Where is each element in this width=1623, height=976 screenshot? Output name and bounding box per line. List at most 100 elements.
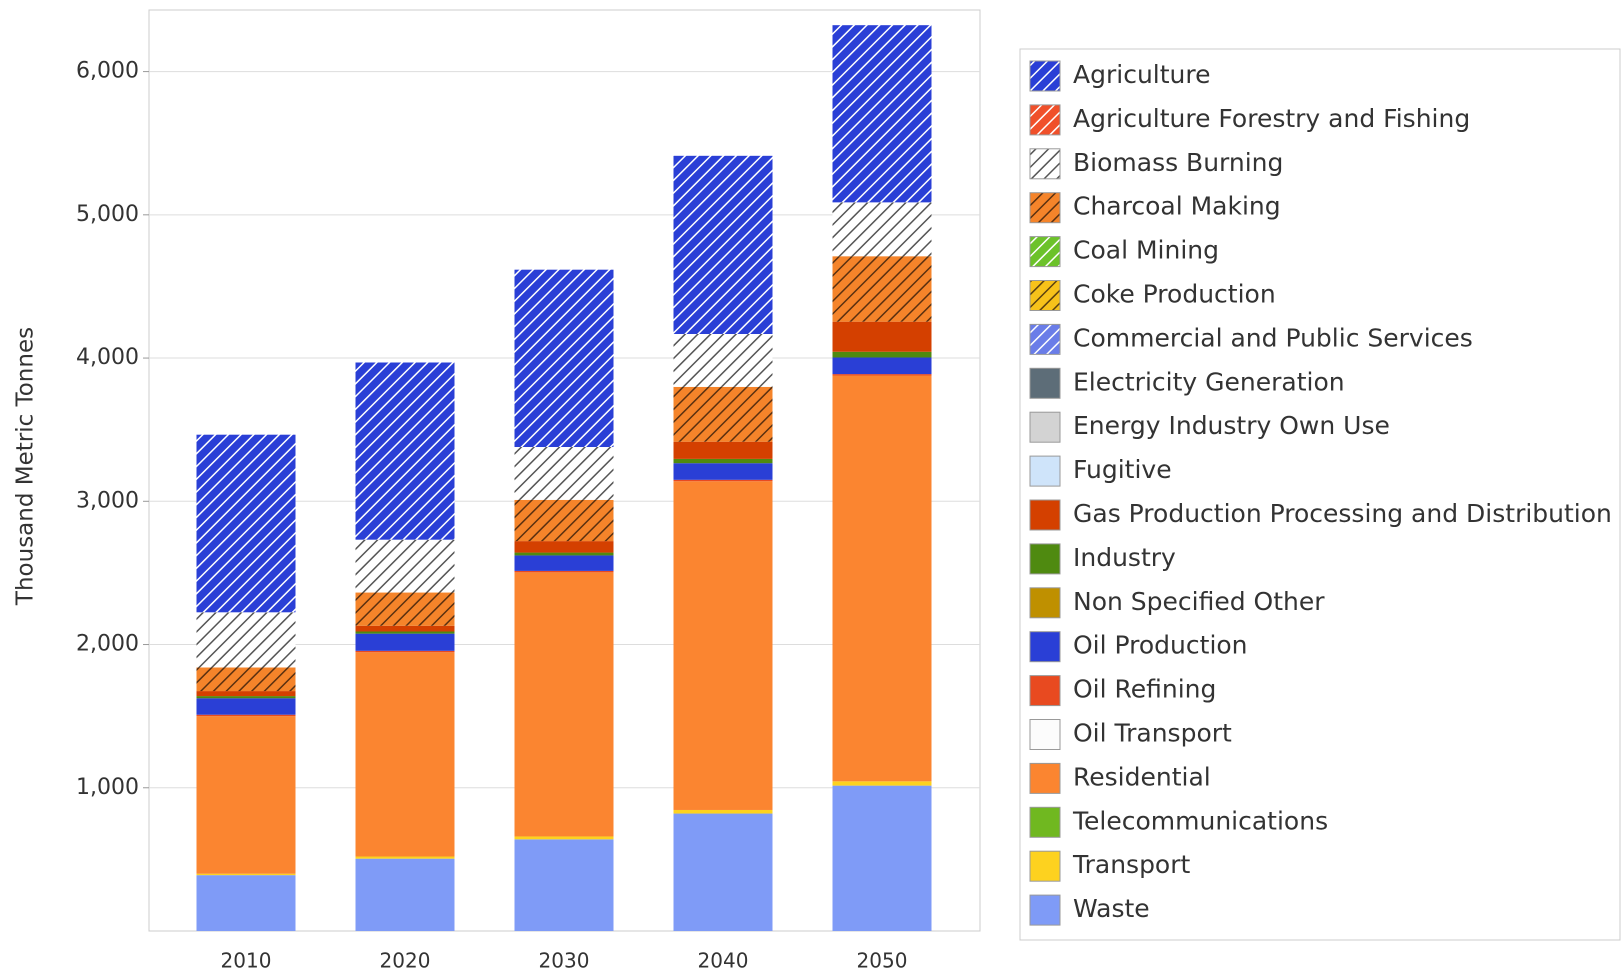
y-tick-label: 2,000	[76, 632, 139, 657]
bar-segment	[196, 691, 296, 697]
bar-segment	[196, 612, 296, 668]
legend-label: Oil Transport	[1073, 719, 1232, 748]
legend-label: Agriculture	[1073, 60, 1211, 89]
legend-swatch	[1029, 280, 1061, 311]
legend-label: Oil Refining	[1073, 675, 1216, 704]
bar-segment	[196, 714, 296, 717]
bar-segment	[673, 458, 773, 464]
bar-segment	[832, 781, 932, 786]
bar-segment	[355, 856, 455, 859]
legend-label: Waste	[1073, 894, 1150, 923]
legend-label: Gas Production Processing and Distributi…	[1073, 499, 1612, 528]
bar-segment	[514, 552, 614, 556]
bar-segment	[673, 479, 773, 482]
legend-swatch	[1029, 894, 1061, 926]
x-tick-label: 2040	[698, 949, 749, 973]
bar-segment	[832, 374, 932, 376]
bar-segment	[673, 481, 773, 810]
bar-segment	[673, 463, 773, 480]
bar-segment	[832, 357, 932, 375]
bar-segment	[832, 256, 932, 322]
legend-swatch	[1029, 104, 1061, 136]
bar-segment	[673, 155, 773, 334]
legend-label: Commercial and Public Services	[1073, 323, 1473, 352]
legend-label: Biomass Burning	[1073, 148, 1283, 177]
legend-swatch	[1029, 587, 1061, 619]
legend-swatch	[1029, 323, 1061, 355]
legend	[1019, 48, 1621, 941]
bar-segment	[514, 836, 614, 840]
legend-swatch	[1029, 455, 1061, 487]
y-tick-label: 5,000	[76, 202, 139, 227]
y-tick-label: 1,000	[76, 775, 139, 800]
bar-segment	[355, 631, 455, 634]
legend-swatch	[1029, 719, 1061, 750]
bar-segment	[196, 696, 296, 699]
bar-segment	[832, 351, 932, 358]
bar-segment	[355, 625, 455, 632]
legend-label: Non Specified Other	[1073, 587, 1325, 616]
bar-segment	[832, 785, 932, 931]
x-tick-label: 2030	[539, 949, 590, 973]
bar-segment	[196, 698, 296, 715]
bar-segment	[514, 269, 614, 448]
bar-segment	[514, 447, 614, 500]
legend-swatch	[1029, 806, 1061, 838]
legend-swatch	[1029, 236, 1061, 268]
legend-swatch	[1029, 675, 1061, 707]
legend-label: Telecommunications	[1072, 806, 1328, 835]
legend-label: Charcoal Making	[1073, 192, 1281, 221]
bar-segment	[514, 572, 614, 837]
y-axis-label: Thousand Metric Tonnes	[13, 327, 39, 606]
bar-segment	[355, 362, 455, 540]
legend-swatch	[1029, 411, 1061, 443]
legend-swatch	[1029, 762, 1061, 794]
bar-segment	[673, 333, 773, 387]
bar-segment	[355, 539, 455, 593]
bar-segment	[832, 321, 932, 352]
bar-segment	[196, 716, 296, 874]
bar-segment	[673, 441, 773, 459]
bar-segment	[514, 555, 614, 571]
bar-segment	[196, 667, 296, 692]
legend-label: Coke Production	[1073, 280, 1276, 309]
legend-label: Electricity Generation	[1073, 367, 1345, 396]
bar-segment	[355, 592, 455, 626]
bar-segment	[514, 499, 614, 542]
legend-swatch	[1029, 631, 1061, 663]
legend-label: Coal Mining	[1073, 236, 1219, 265]
legend-label: Agriculture Forestry and Fishing	[1073, 104, 1470, 133]
bar-segment	[832, 375, 932, 782]
bar-segment	[832, 202, 932, 257]
bar-segment	[514, 839, 614, 931]
bar-segment	[832, 25, 932, 203]
y-tick-label: 4,000	[76, 345, 139, 370]
legend-label: Transport	[1072, 850, 1191, 879]
legend-swatch	[1029, 499, 1061, 531]
bar-segment	[196, 434, 296, 613]
legend-swatch	[1029, 148, 1061, 180]
legend-label: Fugitive	[1073, 455, 1172, 484]
legend-swatch	[1029, 60, 1061, 92]
y-tick-label: 3,000	[76, 488, 139, 513]
legend-swatch	[1029, 850, 1061, 882]
bar-segment	[355, 858, 455, 931]
legend-swatch	[1029, 367, 1061, 399]
y-tick-label: 6,000	[76, 59, 139, 84]
bar-segment	[355, 652, 455, 857]
bar-segment	[673, 813, 773, 931]
x-tick-label: 2020	[380, 949, 431, 973]
legend-label: Industry	[1073, 543, 1176, 572]
bar-segment	[673, 809, 773, 814]
bar-segment	[196, 875, 296, 931]
bar-segment	[196, 873, 296, 876]
legend-swatch	[1029, 543, 1061, 575]
legend-label: Residential	[1073, 762, 1211, 791]
legend-label: Oil Production	[1073, 631, 1248, 660]
x-tick-label: 2010	[221, 949, 272, 973]
x-tick-label: 2050	[857, 949, 908, 973]
bar-segment	[355, 633, 455, 651]
bar-segment	[514, 541, 614, 553]
legend-swatch	[1029, 192, 1061, 224]
